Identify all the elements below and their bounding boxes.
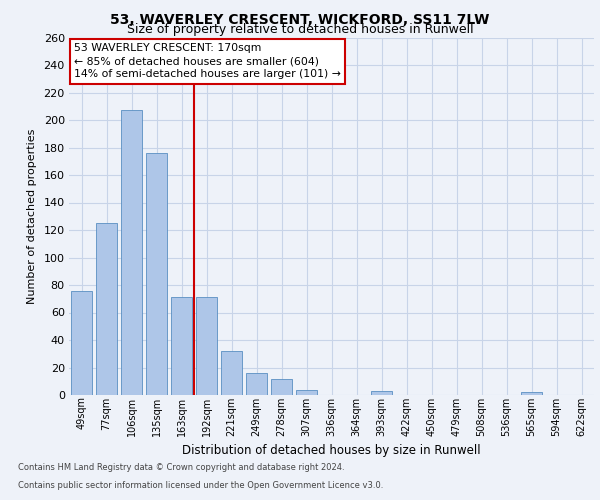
Bar: [371, 391, 392, 395]
Bar: [196, 298, 217, 395]
Bar: [246, 373, 267, 395]
Text: 53 WAVERLEY CRESCENT: 170sqm
← 85% of detached houses are smaller (604)
14% of s: 53 WAVERLEY CRESCENT: 170sqm ← 85% of de…: [74, 43, 341, 80]
Text: Size of property relative to detached houses in Runwell: Size of property relative to detached ho…: [127, 22, 473, 36]
Text: Contains public sector information licensed under the Open Government Licence v3: Contains public sector information licen…: [18, 481, 383, 490]
Y-axis label: Number of detached properties: Number of detached properties: [26, 128, 37, 304]
Bar: [96, 223, 117, 395]
Bar: [296, 390, 317, 395]
Text: 53, WAVERLEY CRESCENT, WICKFORD, SS11 7LW: 53, WAVERLEY CRESCENT, WICKFORD, SS11 7L…: [110, 12, 490, 26]
X-axis label: Distribution of detached houses by size in Runwell: Distribution of detached houses by size …: [182, 444, 481, 457]
Bar: [271, 378, 292, 395]
Text: Contains HM Land Registry data © Crown copyright and database right 2024.: Contains HM Land Registry data © Crown c…: [18, 464, 344, 472]
Bar: [121, 110, 142, 395]
Bar: [221, 351, 242, 395]
Bar: [146, 153, 167, 395]
Bar: [71, 290, 92, 395]
Bar: [171, 298, 192, 395]
Bar: [521, 392, 542, 395]
